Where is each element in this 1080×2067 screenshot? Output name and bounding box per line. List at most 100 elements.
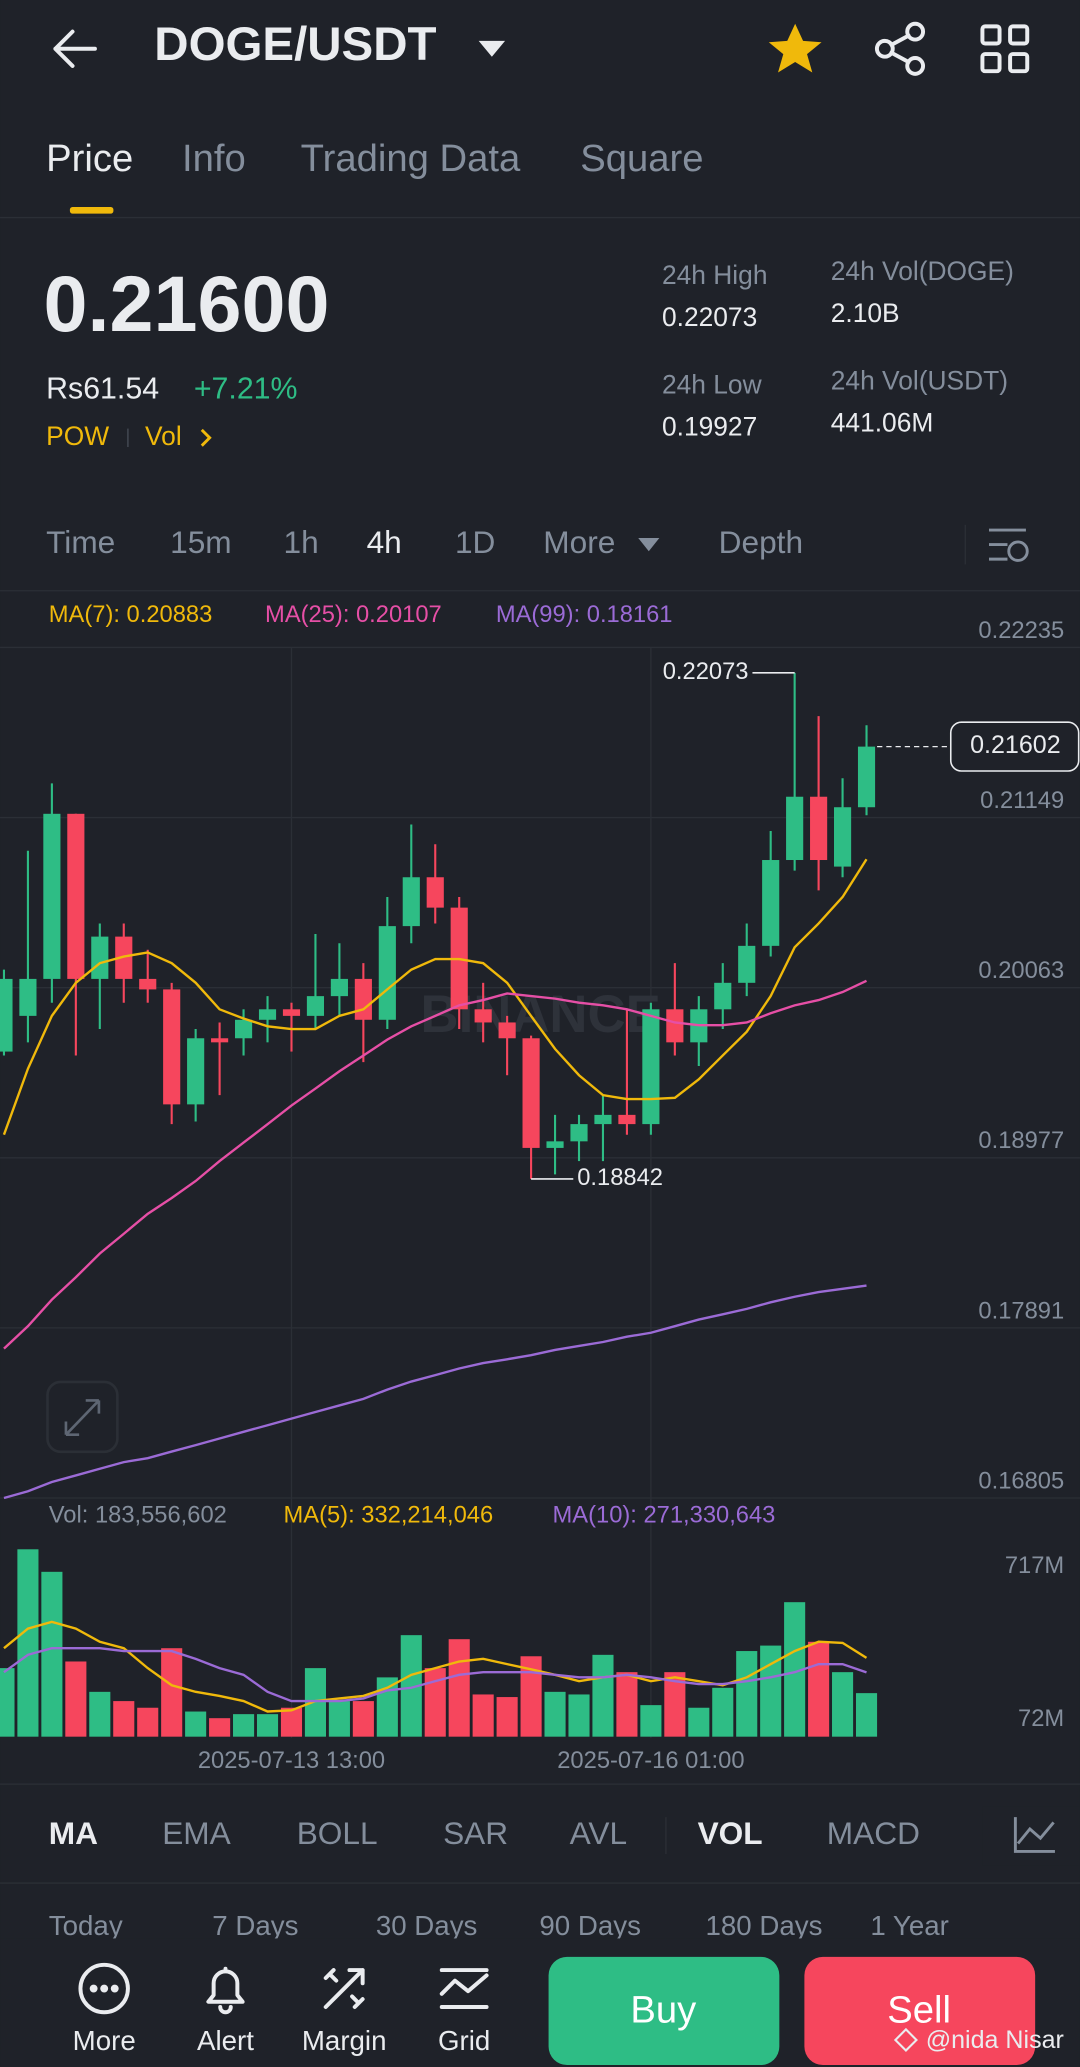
y-tick-label: 0.21149 xyxy=(980,788,1064,814)
more-dropdown[interactable] xyxy=(638,538,660,552)
y-tick-label: 0.17891 xyxy=(978,1298,1064,1324)
volume-bar xyxy=(41,1571,63,1737)
back-button[interactable] xyxy=(53,29,97,68)
fiat-price: Rs61.54 xyxy=(46,372,159,405)
candle-body xyxy=(618,1114,636,1125)
nav-item[interactable] xyxy=(323,1968,365,2009)
candle-body xyxy=(714,982,732,1010)
candle-body xyxy=(786,796,804,861)
volume-bar xyxy=(233,1714,255,1737)
volume-bar xyxy=(832,1672,854,1737)
volume-bar xyxy=(352,1701,374,1737)
volume-bar xyxy=(568,1694,590,1737)
vol-ma-line xyxy=(3,1647,867,1703)
candle-body xyxy=(594,1114,612,1125)
pair-title[interactable]: DOGE/USDT xyxy=(154,18,436,71)
volume-bar xyxy=(664,1672,686,1737)
candle-body xyxy=(642,1009,660,1125)
interval[interactable]: 1h xyxy=(284,524,319,560)
volume-bar xyxy=(520,1656,542,1737)
interval[interactable]: More xyxy=(543,524,615,560)
tag-chevron xyxy=(200,428,212,447)
nav-label[interactable]: Grid xyxy=(438,2025,490,2056)
tab-indicator xyxy=(69,207,114,214)
volume-bar xyxy=(328,1701,350,1737)
period[interactable]: 1 Year xyxy=(870,1910,949,1941)
last-price: 0.21600 xyxy=(44,259,330,348)
candle-body xyxy=(833,807,852,867)
indicator-tab[interactable]: EMA xyxy=(162,1815,231,1851)
tag[interactable]: Vol xyxy=(145,421,182,451)
indicator-tab[interactable]: SAR xyxy=(443,1815,508,1851)
indicator-tab[interactable]: MACD xyxy=(827,1815,920,1851)
layout-button[interactable] xyxy=(980,24,1030,74)
interval[interactable]: Depth xyxy=(719,524,803,560)
ma-legend: MA(25): 0.20107 xyxy=(265,602,442,628)
candle-body xyxy=(498,1022,516,1039)
period[interactable]: 30 Days xyxy=(376,1910,478,1941)
nav-label[interactable]: Margin xyxy=(302,2025,387,2056)
volume-bar xyxy=(304,1668,326,1737)
vol-tick-label: 72M xyxy=(1018,1706,1064,1732)
ma-legend: MA(7): 0.20883 xyxy=(49,602,212,628)
stat-value: 0.22073 xyxy=(662,302,757,332)
tab[interactable]: Price xyxy=(46,137,133,180)
action-label[interactable]: Sell xyxy=(887,1988,951,2031)
action-button[interactable] xyxy=(804,1956,1036,2066)
candle-body xyxy=(91,936,109,979)
share-button[interactable] xyxy=(874,21,926,76)
interval[interactable]: 4h xyxy=(367,524,402,560)
ma-line xyxy=(3,1284,867,1500)
interval[interactable]: 15m xyxy=(170,524,232,560)
candle-body xyxy=(738,945,756,983)
stat-label: 24h Vol(USDT) xyxy=(831,365,1008,395)
vol-tick-label: 717M xyxy=(1005,1553,1064,1579)
indicator-tab[interactable]: MA xyxy=(49,1815,98,1851)
user-watermark: @nida Nisar xyxy=(926,2026,1064,2054)
action-button[interactable] xyxy=(548,1956,780,2066)
period[interactable]: Today xyxy=(49,1910,123,1941)
indicator-tab[interactable]: BOLL xyxy=(297,1815,378,1851)
y-tick-label: 0.16805 xyxy=(978,1468,1064,1494)
volume-bar xyxy=(424,1668,446,1737)
tab[interactable]: Square xyxy=(580,137,703,180)
last-price-label: 0.21602 xyxy=(970,731,1061,759)
nav-item[interactable] xyxy=(206,1966,245,2015)
candle-body xyxy=(546,1141,564,1148)
period[interactable]: 7 Days xyxy=(212,1910,298,1941)
indicator-tab[interactable]: AVL xyxy=(570,1815,627,1851)
stat-label: 24h Low xyxy=(662,369,763,399)
chart-settings[interactable] xyxy=(989,528,1029,562)
action-label[interactable]: Buy xyxy=(630,1988,697,2031)
candle-body xyxy=(762,860,780,946)
period[interactable]: 180 Days xyxy=(705,1910,822,1941)
expand-button[interactable] xyxy=(46,1380,119,1454)
indicator-tab[interactable]: VOL xyxy=(698,1815,763,1851)
tag[interactable]: POW xyxy=(46,421,109,451)
nav-item[interactable] xyxy=(78,1962,130,2015)
nav-label[interactable]: More xyxy=(73,2025,136,2056)
interval[interactable]: 1D xyxy=(455,524,495,560)
candle-body xyxy=(258,1009,277,1020)
stat-label: 24h Vol(DOGE) xyxy=(831,256,1014,286)
volume-bar xyxy=(855,1693,878,1737)
tab[interactable]: Info xyxy=(182,137,246,180)
favorite-star[interactable] xyxy=(768,23,822,73)
low-label: 0.18842 xyxy=(577,1165,663,1191)
candle-body xyxy=(402,877,420,927)
tab[interactable]: Trading Data xyxy=(301,137,521,180)
stat-value: 0.19927 xyxy=(662,412,757,442)
volume-bar xyxy=(185,1711,207,1737)
volume-bar xyxy=(616,1672,638,1737)
indicator-fade xyxy=(982,1806,1080,1866)
candle-body xyxy=(810,796,828,861)
period[interactable]: 90 Days xyxy=(539,1910,641,1941)
pair-dropdown[interactable] xyxy=(478,40,506,57)
price-change: +7.21% xyxy=(194,372,298,405)
indicator-settings[interactable] xyxy=(1013,1817,1055,1853)
nav-label[interactable]: Alert xyxy=(197,2025,254,2056)
interval[interactable]: Time xyxy=(46,524,115,560)
candle-body xyxy=(857,746,876,808)
nav-item[interactable] xyxy=(439,1968,489,2009)
